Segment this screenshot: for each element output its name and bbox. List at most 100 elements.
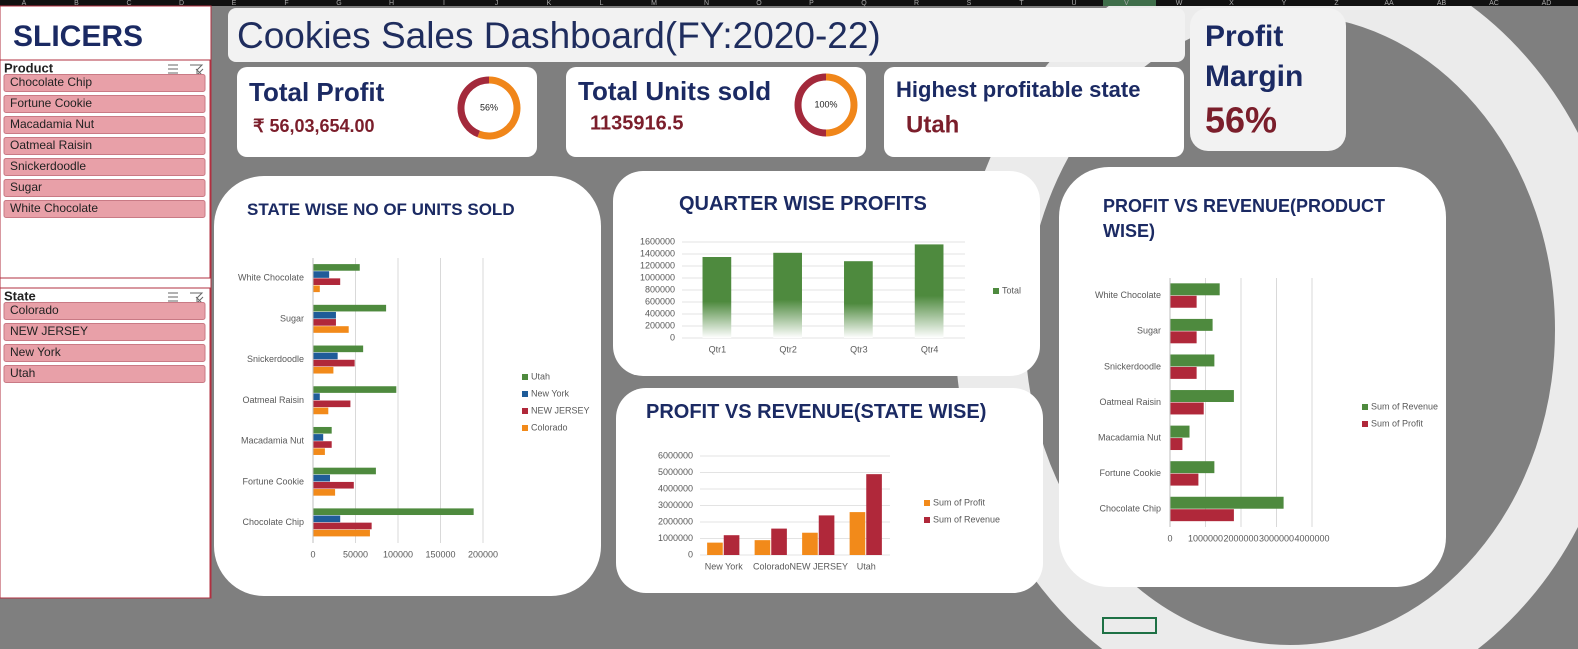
chart-card <box>616 388 1043 593</box>
bar <box>313 508 474 516</box>
column-header: I <box>443 0 445 7</box>
legend-swatch <box>522 391 528 397</box>
donut-segment <box>477 76 521 140</box>
slicer-item-label[interactable]: Colorado <box>10 303 59 317</box>
slicer-item[interactable] <box>3 137 206 155</box>
column-header: R <box>914 0 919 7</box>
y-tick-label: 400000 <box>645 308 675 318</box>
x-tick-label: New York <box>705 561 744 571</box>
bar <box>313 271 330 278</box>
slicer-item-label[interactable]: Oatmeal Raisin <box>10 138 92 152</box>
bar <box>702 257 732 338</box>
legend-label: Colorado <box>531 422 568 432</box>
legend-swatch <box>522 425 528 431</box>
column-header: D <box>179 0 184 7</box>
kpi-card <box>1190 8 1346 151</box>
y-tick-label: Sugar <box>1137 326 1161 336</box>
slicer-item[interactable] <box>3 158 206 176</box>
donut-segment <box>825 73 858 137</box>
legend-swatch <box>924 500 930 506</box>
bar <box>1170 438 1183 451</box>
slicer-item-label[interactable]: Fortune Cookie <box>10 96 92 110</box>
slicer-icon[interactable] <box>168 292 178 302</box>
x-tick-label: 0 <box>310 549 315 559</box>
bar <box>313 515 341 523</box>
bar <box>313 311 336 319</box>
y-tick-label: 0 <box>688 549 693 559</box>
title-bar <box>228 8 1185 62</box>
slicer-item[interactable] <box>3 302 206 320</box>
bar <box>1170 390 1234 402</box>
legend-swatch <box>924 517 930 523</box>
slicer-header: State <box>4 288 36 303</box>
kpi-title: Total Profit <box>249 77 385 107</box>
y-tick-label: 1000000 <box>658 533 693 543</box>
kpi-value: Utah <box>906 111 959 138</box>
legend-label: Utah <box>531 371 550 381</box>
column-header: X <box>1229 0 1234 7</box>
y-tick-label: Snickerdoodle <box>1104 361 1161 371</box>
y-tick-label: White Chocolate <box>1095 290 1161 300</box>
slicer-item[interactable] <box>3 116 206 134</box>
kpi-card <box>237 67 537 157</box>
slicer-item-label[interactable]: Sugar <box>10 180 42 194</box>
bar <box>773 252 802 338</box>
bar <box>313 386 397 393</box>
column-header: Q <box>861 0 867 7</box>
y-tick-label: Snickerdoodle <box>247 354 304 364</box>
bar <box>313 448 325 455</box>
legend-label: Total <box>1002 285 1021 295</box>
bar <box>313 489 336 496</box>
column-header: AC <box>1489 0 1499 7</box>
bar <box>1170 509 1234 522</box>
y-tick-label: 800000 <box>645 284 675 294</box>
legend-label: Sum of Revenue <box>1371 401 1438 411</box>
slicer-item-label[interactable]: New York <box>10 345 62 359</box>
slicer-header: Product <box>4 60 54 75</box>
slicer-item-label[interactable]: Chocolate Chip <box>10 75 92 89</box>
x-tick-label: Utah <box>857 561 876 571</box>
slicer-item-label[interactable]: Macadamia Nut <box>10 117 95 131</box>
x-tick-label: Qtr2 <box>779 344 797 354</box>
bar <box>313 359 355 367</box>
x-tick-label: Qtr1 <box>709 344 727 354</box>
x-tick-label: Qtr4 <box>921 344 939 354</box>
column-header: Z <box>1334 0 1339 7</box>
bar <box>914 244 944 338</box>
slicer-item-label[interactable]: Snickerdoodle <box>10 159 86 173</box>
slicer-item[interactable] <box>3 95 206 113</box>
bar <box>771 528 787 555</box>
slicer-item[interactable] <box>3 200 206 218</box>
x-tick-label: 4000000 <box>1294 533 1329 543</box>
slicer-item-label[interactable]: Utah <box>10 366 35 380</box>
slicer-item[interactable] <box>3 365 206 383</box>
bar <box>313 522 372 530</box>
bar <box>313 319 336 326</box>
column-header: E <box>232 0 237 7</box>
x-tick-label: NEW JERSEY <box>789 561 848 571</box>
slicer-icon[interactable] <box>168 64 178 74</box>
y-tick-label: 4000000 <box>658 483 693 493</box>
y-tick-label: Chocolate Chip <box>1099 504 1161 514</box>
bar <box>313 529 370 537</box>
slicer-item[interactable] <box>3 74 206 92</box>
bar <box>1170 473 1199 486</box>
y-tick-label: Fortune Cookie <box>1099 468 1161 478</box>
chart-title: QUARTER WISE PROFITS <box>679 193 927 215</box>
column-header: L <box>600 0 604 7</box>
legend-label: Sum of Profit <box>933 497 986 507</box>
slicer-item-label[interactable]: NEW JERSEY <box>10 324 88 338</box>
slicer-item[interactable] <box>3 344 206 362</box>
bar <box>313 278 341 285</box>
slicer-item[interactable] <box>3 179 206 197</box>
column-header: C <box>126 0 131 7</box>
column-header: K <box>547 0 552 7</box>
bar <box>313 366 334 374</box>
column-header: N <box>704 0 709 7</box>
slicer-item[interactable] <box>3 323 206 341</box>
kpi-value: 56% <box>1205 100 1277 141</box>
bar <box>1170 461 1215 474</box>
slicer-item-label[interactable]: White Chocolate <box>10 201 98 215</box>
y-tick-label: 3000000 <box>658 500 693 510</box>
